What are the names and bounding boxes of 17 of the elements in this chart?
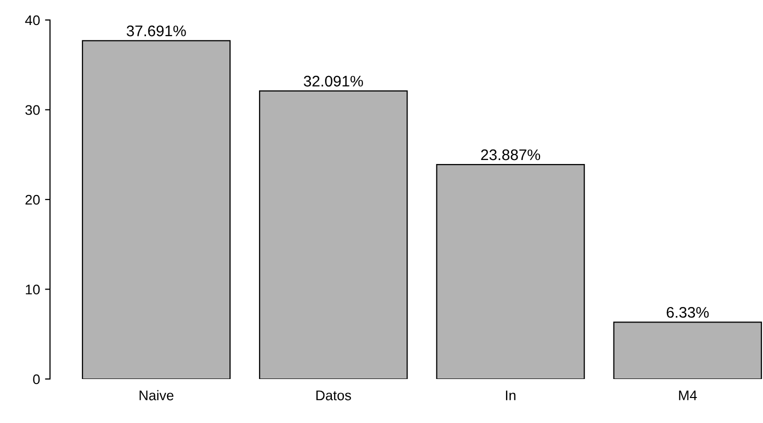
bar xyxy=(436,164,585,379)
bar xyxy=(613,322,762,379)
x-tick-label: M4 xyxy=(679,390,697,400)
y-tick-label: 20 xyxy=(26,194,40,205)
data-label: 23.887% xyxy=(481,149,540,160)
y-tick-label: 0 xyxy=(33,374,40,384)
data-label: 32.091% xyxy=(304,76,363,87)
y-tick-label: 40 xyxy=(25,15,40,26)
data-label: 37.691% xyxy=(126,25,186,36)
bar xyxy=(82,40,231,379)
x-tick-label: In xyxy=(506,390,516,400)
x-tick-label: Naive xyxy=(140,390,174,400)
x-tick-label: Datos xyxy=(316,390,352,400)
y-tick-label: 30 xyxy=(25,105,40,115)
bar xyxy=(259,90,408,379)
data-label: 6.33% xyxy=(666,306,709,318)
y-tick-label: 10 xyxy=(26,284,40,294)
